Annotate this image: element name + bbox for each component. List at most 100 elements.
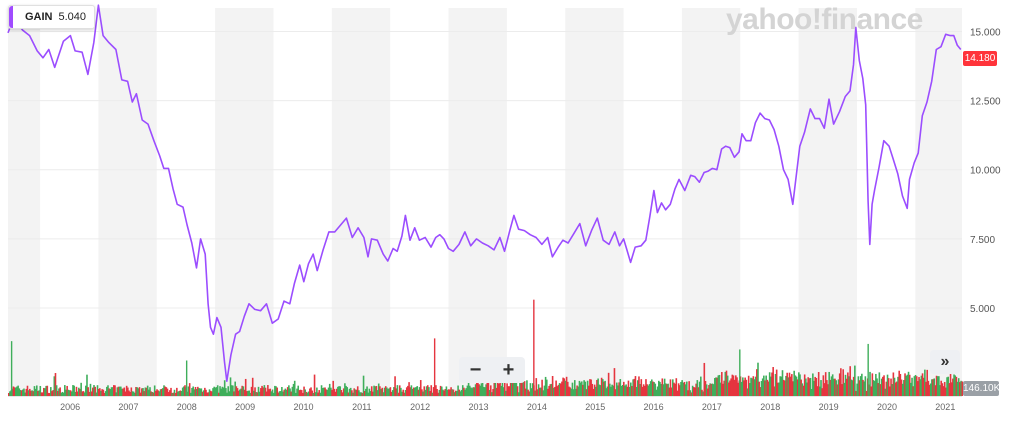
volume-bar — [478, 384, 480, 396]
volume-bar — [743, 380, 745, 396]
volume-bar — [272, 392, 275, 396]
volume-bar — [65, 389, 67, 396]
volume-bar — [772, 367, 774, 396]
volume-bar — [306, 392, 309, 396]
volume-bar — [387, 388, 389, 396]
volume-bar — [634, 376, 637, 396]
volume-bar — [223, 380, 226, 396]
volume-bar — [960, 380, 962, 396]
volume-bar — [512, 383, 514, 396]
volume-bar — [742, 377, 744, 396]
volume-bar — [180, 390, 183, 396]
volume-bar — [290, 391, 293, 396]
volume-bar — [246, 391, 248, 396]
volume-bar — [417, 389, 420, 396]
volume-bar — [596, 379, 598, 396]
volume-bar — [171, 392, 173, 396]
volume-bar — [258, 391, 261, 396]
volume-bar — [361, 392, 364, 396]
volume-bar — [346, 387, 349, 396]
volume-bar — [428, 387, 430, 396]
volume-bar — [528, 391, 531, 396]
volume-bar — [430, 385, 433, 396]
volume-bar — [461, 385, 464, 396]
legend-symbol: GAIN — [25, 11, 53, 23]
volume-bar — [893, 377, 896, 396]
volume-bar — [316, 387, 318, 396]
volume-bar — [229, 377, 232, 396]
volume-bar — [674, 383, 676, 396]
volume-bar — [166, 388, 169, 396]
volume-bar — [202, 390, 205, 396]
volume-bar — [856, 383, 858, 396]
volume-bar — [472, 387, 475, 396]
y-tick-label: 12.500 — [970, 97, 1001, 108]
expand-button[interactable]: » — [930, 350, 960, 374]
volume-bar — [939, 385, 941, 396]
volume-bar — [124, 391, 127, 396]
volume-bar — [421, 389, 423, 396]
volume-bar — [694, 387, 696, 396]
zoom-in-button[interactable]: + — [502, 359, 515, 381]
volume-bar — [244, 378, 247, 396]
volume-bar — [415, 387, 417, 396]
volume-bar — [871, 373, 874, 396]
volume-bar — [377, 383, 380, 396]
current-price-tag: 14.180 — [963, 51, 997, 66]
volume-bar — [471, 388, 473, 396]
volume-bar — [321, 387, 324, 396]
volume-bar — [67, 389, 70, 396]
volume-bar — [722, 383, 724, 396]
volume-bar — [22, 389, 24, 396]
volume-bar — [341, 392, 344, 396]
volume-bar — [684, 384, 687, 396]
volume-bar — [506, 383, 508, 396]
volume-bar — [45, 385, 47, 396]
volume-bar — [649, 381, 652, 396]
volume-bar — [612, 385, 615, 396]
volume-bar — [614, 389, 617, 396]
volume-bar — [653, 382, 655, 396]
volume-bar — [79, 388, 81, 396]
volume-bar — [120, 386, 122, 396]
volume-bar — [961, 381, 964, 396]
volume-bar — [524, 388, 527, 396]
volume-bar — [143, 391, 145, 396]
volume-bar — [261, 385, 263, 396]
volume-bar — [347, 392, 350, 396]
y-tick-label: 7.500 — [970, 235, 995, 246]
volume-bar — [820, 380, 822, 396]
volume-bar — [591, 383, 594, 396]
volume-bar — [906, 374, 909, 396]
volume-bar — [823, 383, 826, 396]
volume-bar — [629, 382, 632, 396]
volume-bar — [50, 387, 52, 396]
volume-bar — [517, 392, 520, 396]
volume-bar — [439, 385, 442, 396]
volume-bar — [383, 387, 386, 396]
volume-bar — [213, 386, 215, 396]
volume-bar — [950, 382, 953, 396]
zoom-out-button[interactable]: − — [469, 359, 482, 381]
volume-bar — [555, 380, 557, 396]
volume-bar — [943, 381, 946, 396]
x-tick-label: 2006 — [60, 402, 80, 412]
x-tick-label: 2014 — [527, 402, 547, 412]
volume-bar — [473, 387, 476, 396]
volume-bar — [18, 388, 21, 396]
volume-bar — [891, 384, 893, 396]
volume-bar — [239, 389, 241, 396]
volume-bar — [879, 384, 882, 396]
volume-bar — [933, 378, 936, 396]
volume-bar — [146, 385, 149, 396]
price-line — [7, 4, 962, 382]
volume-bar — [145, 387, 148, 396]
volume-bar — [852, 376, 855, 396]
volume-bar — [541, 379, 543, 396]
volume-bar — [659, 381, 661, 396]
volume-bar — [164, 386, 166, 396]
volume-bar — [744, 377, 746, 396]
volume-bar — [109, 389, 112, 396]
volume-bar — [380, 388, 382, 396]
